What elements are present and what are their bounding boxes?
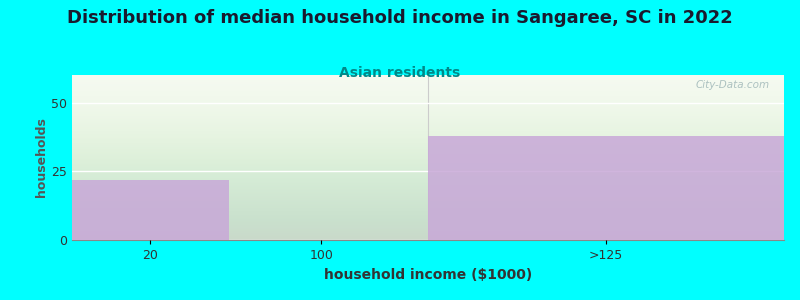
Y-axis label: households: households	[35, 118, 48, 197]
Bar	[428, 136, 784, 240]
Bar	[72, 179, 229, 240]
Text: City-Data.com: City-Data.com	[696, 80, 770, 90]
Text: Asian residents: Asian residents	[339, 66, 461, 80]
X-axis label: household income ($1000): household income ($1000)	[324, 268, 532, 282]
Text: Distribution of median household income in Sangaree, SC in 2022: Distribution of median household income …	[67, 9, 733, 27]
